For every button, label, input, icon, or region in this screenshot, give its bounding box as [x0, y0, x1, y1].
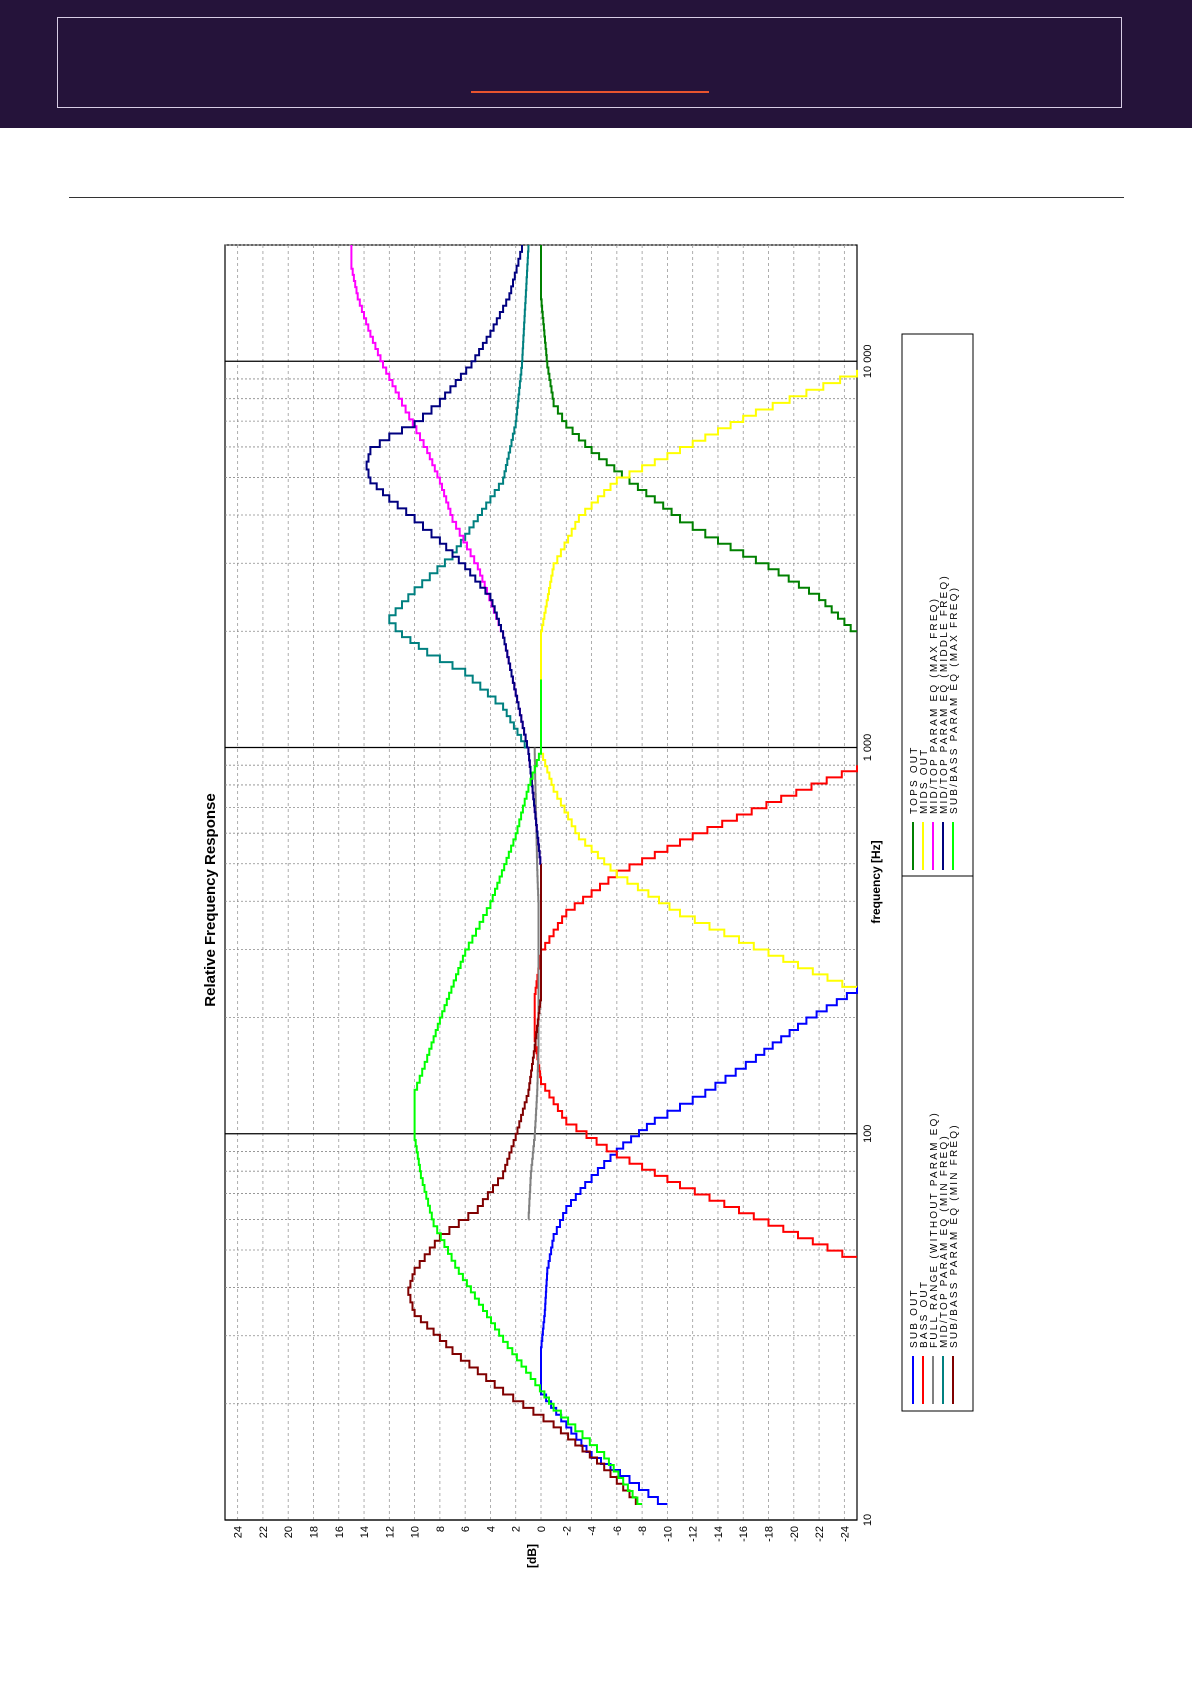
y-tick-label: -6: [612, 1526, 624, 1536]
y-tick-label: -22: [814, 1526, 826, 1542]
y-tick-label: -14: [713, 1526, 725, 1542]
series-line: [540, 245, 857, 633]
legend-label: FULL RANGE (WITHOUT PARAM EQ): [929, 1111, 940, 1348]
legend-entries: SUB OUT BASS OUT FULL RANGE (WITHOUT PARAM…: [909, 574, 960, 1404]
y-tick-label: 10: [410, 1526, 422, 1538]
y-tick-label: 8: [435, 1526, 447, 1532]
series-line: [407, 863, 643, 1505]
series-line: [365, 245, 542, 865]
y-tick-label: -2: [561, 1526, 573, 1536]
y-tick-labels: 24 22 20 18 16 14 12 10 8 6 4 2 0 -2 -4 -6 -8 -10 -12 -14 -1…: [233, 1526, 852, 1542]
legend-label: BASS OUT: [919, 1280, 930, 1348]
legend-box: [901, 333, 974, 1412]
series-layer: [350, 245, 858, 1505]
legend-label: MID/TOP PARAM EQ (MIN FREQ): [939, 1134, 950, 1348]
legend-label: TOPS OUT: [909, 745, 920, 814]
y-tick-label: 18: [308, 1526, 320, 1538]
y-tick-label: -8: [637, 1526, 649, 1536]
y-tick-label: 14: [359, 1526, 371, 1538]
series-line: [533, 765, 858, 1258]
x-tick-label: 10: [862, 1514, 874, 1526]
y-tick-label: -18: [764, 1526, 776, 1542]
legend-label: MID/TOP PARAM EQ (MAX FREQ): [929, 597, 940, 814]
y-tick-label: 16: [334, 1526, 346, 1538]
chart-title: Relative Frequency Response: [202, 793, 219, 1006]
x-axis-label: frequency [Hz]: [869, 840, 883, 923]
legend-label: SUB OUT: [909, 1288, 920, 1348]
y-tick-label: -24: [839, 1526, 851, 1542]
x-tick-label: 1 000: [862, 734, 874, 762]
series-line: [388, 245, 530, 749]
y-tick-label: 12: [384, 1526, 396, 1538]
y-tick-label: 22: [258, 1526, 270, 1538]
series-line: [540, 986, 858, 1505]
y-tick-label: 6: [460, 1526, 472, 1532]
y-tick-label: -12: [688, 1526, 700, 1542]
y-tick-label: 20: [283, 1526, 295, 1538]
x-tick-label: 100: [862, 1125, 874, 1143]
y-tick-label: 4: [485, 1526, 497, 1532]
y-tick-label: -20: [789, 1526, 801, 1542]
series-line: [540, 369, 858, 988]
grid-layer: [225, 244, 857, 1521]
y-tick-label: -4: [587, 1526, 599, 1536]
series-line: [413, 679, 643, 1505]
y-tick-label: -16: [738, 1526, 750, 1542]
header-accent-line: [471, 91, 709, 93]
x-tick-label: 10 000: [862, 344, 874, 378]
legend-label: MID/TOP PARAM EQ (MIDDLE FREQ): [939, 574, 950, 814]
header-frame: [57, 17, 1122, 108]
y-tick-label: 24: [233, 1526, 245, 1538]
legend-label: MIDS OUT: [919, 748, 930, 815]
header-divider: [69, 197, 1124, 198]
legend-label: SUB/BASS PARAM EQ (MIN FREQ): [949, 1123, 960, 1348]
y-tick-label: 2: [511, 1526, 523, 1532]
header-banner: [0, 0, 1192, 128]
legend-label: SUB/BASS PARAM EQ (MAX FREQ): [949, 586, 960, 814]
y-axis-label: [dB]: [525, 1544, 539, 1568]
y-tick-label: 0: [536, 1526, 548, 1532]
y-tick-label: -10: [662, 1526, 674, 1542]
x-tick-labels: 10 100 1 000 10 000: [862, 344, 874, 1526]
